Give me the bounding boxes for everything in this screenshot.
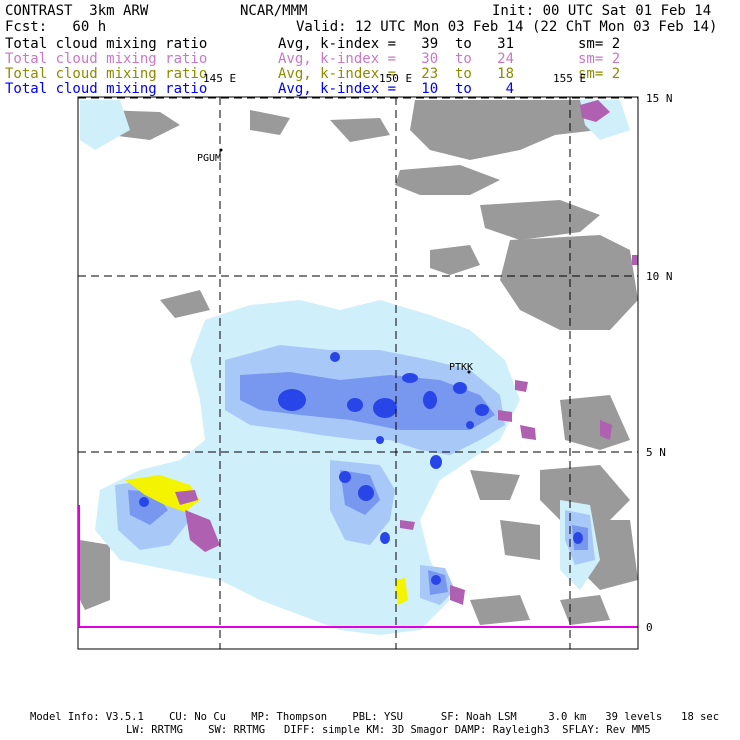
legend-range: Avg, k-index = 30 to 24 <box>278 51 515 67</box>
magenta-cloud-layer <box>175 100 638 605</box>
legend-field: Total cloud mixing ratio <box>5 51 208 67</box>
legend-sm: sm= 2 <box>578 36 621 52</box>
legend-field: Total cloud mixing ratio <box>5 81 208 97</box>
init-time: Init: 00 UTC Sat 01 Feb 14 <box>492 3 712 19</box>
legend-range: Avg, k-index = 23 to 18 <box>278 66 515 82</box>
lon-label: 150 E <box>379 72 413 85</box>
forecast-hour: Fcst: 60 h <box>5 19 107 35</box>
map-frame <box>77 96 639 650</box>
model-info-line2: LW: RRTMG SW: RRTMG DIFF: simple KM: 3D … <box>126 724 651 736</box>
lat-lon-grid <box>78 97 638 649</box>
org-label: NCAR/MMM <box>240 3 308 19</box>
legend-range: Avg, k-index = 39 to 31 <box>278 36 515 52</box>
lat-label: 0 <box>646 621 653 634</box>
pgum-marker <box>219 148 223 152</box>
legend-range: Avg, k-index = 10 to 4 <box>278 81 515 97</box>
station-ptkk: PTKK <box>449 362 474 373</box>
model-title: CONTRAST 3km ARW <box>5 3 149 19</box>
ptkk-marker <box>467 370 471 374</box>
legend-sm: sm= 2 <box>578 51 621 67</box>
legend-field: Total cloud mixing ratio <box>5 66 208 82</box>
model-info-line1: Model Info: V3.5.1 CU: No Cu MP: Thompso… <box>30 711 720 723</box>
lat-label: 15 N <box>646 92 673 105</box>
station-pgum: PGUM <box>197 153 222 164</box>
valid-time: Valid: 12 UTC Mon 03 Feb 14 (22 ChT Mon … <box>296 19 718 35</box>
deep-blue-cores <box>139 352 583 585</box>
lon-label: 155 E <box>553 72 587 85</box>
lon-label: 145 E <box>203 72 237 85</box>
legend-field: Total cloud mixing ratio <box>5 36 208 52</box>
lat-label: 5 N <box>646 446 666 459</box>
lat-label: 10 N <box>646 270 673 283</box>
legend-sm: sm= 2 <box>578 66 621 82</box>
